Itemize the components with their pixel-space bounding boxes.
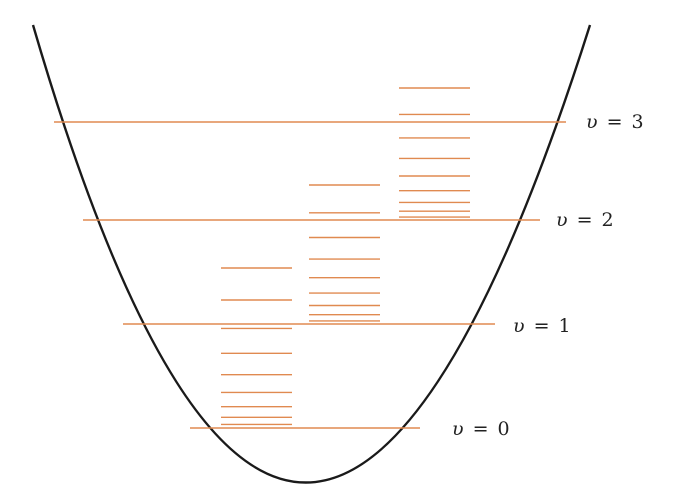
potential-curve bbox=[31, 24, 592, 484]
level-label-v2: υ = 2 bbox=[556, 209, 614, 231]
level-label-v1: υ = 1 bbox=[513, 315, 571, 337]
rotational-levels-v2 bbox=[399, 87, 470, 218]
level-label-v0: υ = 0 bbox=[452, 418, 510, 440]
vibrational-levels bbox=[54, 121, 566, 429]
level-label-v3: υ = 3 bbox=[586, 111, 644, 133]
rotational-levels-v0 bbox=[221, 267, 292, 426]
rotational-levels-v1 bbox=[309, 184, 380, 322]
